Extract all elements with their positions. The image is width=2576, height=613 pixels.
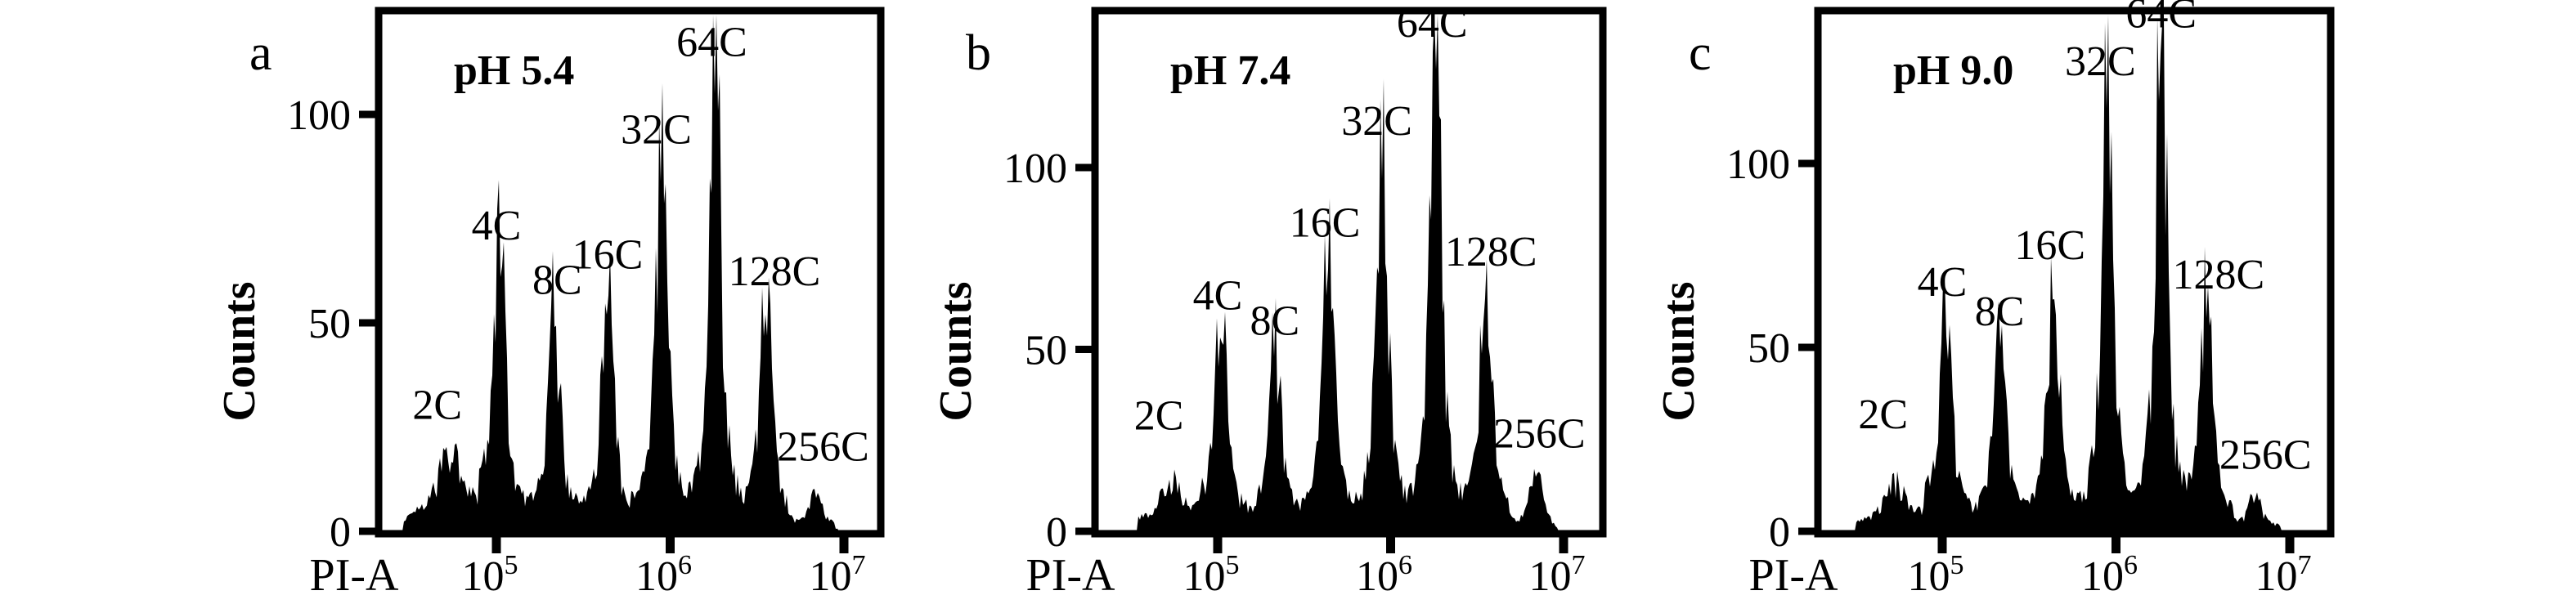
peak-label-256C: 256C [1493,411,1586,458]
x-axis-title: PI-A [1749,550,1838,601]
peak-label-4C: 4C [1193,273,1243,320]
x-tick-exponent: 6 [2124,550,2138,580]
x-tick-base: 10 [1529,553,1572,600]
x-tick-base: 10 [635,553,678,600]
ph-annotation-a: pH 5.4 [454,47,574,94]
histogram-shape-b [1099,15,1598,531]
y-axis-title: Counts [1654,281,1704,421]
plot-box-c [1814,7,2335,538]
x-axis-title: PI-A [310,550,399,601]
x-axis-title: PI-A [1026,550,1115,601]
peak-label-16C: 16C [2014,222,2085,269]
plot-box-b [1091,7,1607,538]
x-tick-exponent: 6 [678,550,692,580]
x-tick-exponent: 5 [1226,550,1240,580]
x-tick-base: 10 [1183,553,1226,600]
peak-label-2C: 2C [1134,392,1184,439]
y-tick-label: 50 [1025,328,1067,374]
x-tick-exponent: 5 [505,550,518,580]
y-tick-label: 50 [1748,325,1790,372]
y-tick-label: 100 [287,92,351,139]
x-tick-label: 107 [1529,550,1586,600]
peak-label-16C: 16C [1290,200,1361,247]
peak-label-32C: 32C [621,107,692,154]
x-tick-exponent: 5 [1950,550,1964,580]
plot-box-a [375,7,885,538]
peak-label-4C: 4C [472,203,522,249]
x-tick-label: 106 [2081,550,2138,600]
y-tick-label: 0 [1046,509,1067,556]
x-tick-label: 105 [1908,550,1964,600]
peak-label-32C: 32C [2065,38,2136,85]
peak-label-256C: 256C [2219,432,2312,479]
peak-label-8C: 8C [1975,289,2025,335]
y-tick-label: 50 [308,301,351,347]
x-tick-label: 105 [1183,550,1240,600]
panel-letter-a: a [249,25,272,81]
peak-label-128C: 128C [2173,252,2265,298]
ph-annotation-c: pH 9.0 [1893,47,2013,94]
peak-label-32C: 32C [1341,98,1412,145]
x-tick-exponent: 7 [852,550,866,580]
histogram-shape-c [1822,15,2326,531]
x-tick-exponent: 7 [1572,550,1586,580]
y-axis-title: Counts [931,281,981,421]
x-tick-base: 10 [2081,553,2124,600]
x-tick-base: 10 [810,553,852,600]
x-tick-label: 106 [635,550,692,600]
y-tick-label: 0 [1769,509,1790,556]
x-tick-label: 106 [1356,550,1412,600]
x-tick-label: 107 [810,550,866,600]
peak-label-64C: 64C [1397,0,1468,47]
peak-label-64C: 64C [676,20,747,66]
peak-label-8C: 8C [1250,298,1299,345]
x-tick-exponent: 7 [2298,550,2312,580]
panel-letter-b: b [966,25,991,81]
peak-label-2C: 2C [412,382,462,428]
peak-label-16C: 16C [572,232,644,279]
y-tick-label: 100 [1726,141,1790,188]
peak-label-128C: 128C [729,248,821,295]
peak-label-8C: 8C [532,257,582,303]
histogram-shape-a [383,15,875,531]
x-tick-label: 107 [2255,550,2312,600]
peak-label-256C: 256C [777,423,869,470]
peak-label-64C: 64C [2125,0,2197,38]
x-tick-exponent: 6 [1398,550,1412,580]
panel-letter-c: c [1689,25,1712,81]
x-tick-base: 10 [1356,553,1398,600]
peak-label-128C: 128C [1445,229,1537,275]
x-tick-base: 10 [1908,553,1950,600]
y-axis-title: Counts [214,281,265,421]
ph-annotation-b: pH 7.4 [1170,47,1290,94]
x-tick-base: 10 [2255,553,2298,600]
y-tick-label: 100 [1003,145,1067,192]
x-tick-label: 105 [462,550,518,600]
peak-label-2C: 2C [1858,392,1908,438]
peak-label-4C: 4C [1918,259,1968,306]
y-tick-label: 0 [330,509,351,556]
x-tick-base: 10 [462,553,505,600]
